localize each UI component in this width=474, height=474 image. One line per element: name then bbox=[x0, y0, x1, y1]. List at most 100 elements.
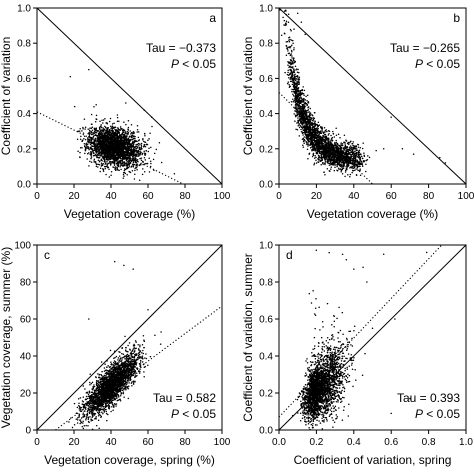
data-point bbox=[306, 120, 308, 123]
y-tick-label: 0.0 bbox=[17, 180, 31, 191]
data-point bbox=[104, 117, 106, 120]
data-point bbox=[122, 140, 125, 142]
data-point bbox=[123, 154, 126, 156]
data-point bbox=[296, 129, 299, 131]
data-point bbox=[301, 120, 303, 122]
data-point bbox=[117, 145, 120, 147]
data-point bbox=[345, 164, 348, 166]
data-point bbox=[314, 140, 316, 143]
data-point bbox=[151, 125, 153, 128]
data-point bbox=[125, 164, 128, 167]
data-point bbox=[104, 156, 106, 159]
data-point bbox=[118, 142, 120, 145]
data-point bbox=[79, 156, 81, 159]
data-point bbox=[122, 173, 125, 176]
data-point bbox=[348, 142, 351, 144]
data-point bbox=[129, 139, 132, 141]
data-point bbox=[294, 101, 296, 103]
data-point bbox=[127, 132, 130, 134]
data-point bbox=[116, 138, 119, 140]
data-point bbox=[293, 47, 295, 49]
data-point bbox=[297, 99, 300, 101]
y-tick-label: 0.2 bbox=[17, 144, 31, 155]
data-point bbox=[302, 140, 305, 142]
data-point bbox=[319, 135, 322, 137]
data-point bbox=[91, 148, 94, 150]
data-point bbox=[89, 148, 92, 150]
data-point bbox=[296, 104, 299, 106]
data-point bbox=[285, 24, 288, 26]
data-point bbox=[319, 136, 321, 139]
data-point bbox=[128, 136, 131, 138]
data-point bbox=[317, 145, 320, 148]
data-point bbox=[356, 155, 359, 158]
data-point bbox=[288, 83, 290, 86]
data-point bbox=[144, 152, 146, 155]
data-point bbox=[107, 156, 110, 159]
data-point bbox=[100, 162, 103, 165]
data-point bbox=[95, 134, 97, 136]
data-point bbox=[136, 124, 139, 127]
data-point bbox=[313, 120, 315, 122]
data-point bbox=[301, 92, 303, 94]
data-point bbox=[291, 51, 293, 53]
data-point bbox=[132, 138, 135, 140]
data-point bbox=[120, 127, 122, 130]
data-point bbox=[73, 105, 76, 108]
data-point bbox=[285, 20, 288, 22]
data-point bbox=[143, 150, 145, 153]
data-point bbox=[115, 156, 118, 158]
data-point bbox=[95, 129, 97, 131]
data-point bbox=[134, 169, 136, 172]
data-point bbox=[148, 147, 150, 150]
data-point bbox=[303, 119, 306, 122]
data-point bbox=[339, 168, 342, 170]
data-point bbox=[317, 121, 320, 123]
data-point bbox=[123, 131, 125, 134]
data-point bbox=[298, 107, 300, 110]
data-point bbox=[113, 146, 115, 148]
data-point bbox=[115, 159, 118, 161]
data-point bbox=[160, 161, 163, 164]
data-point bbox=[99, 141, 101, 143]
data-point bbox=[297, 125, 299, 127]
data-point bbox=[280, 34, 283, 36]
data-point bbox=[349, 145, 352, 147]
data-point bbox=[297, 108, 299, 110]
data-point bbox=[354, 150, 356, 153]
data-point bbox=[119, 156, 121, 159]
data-point bbox=[295, 103, 297, 105]
data-point bbox=[99, 135, 102, 137]
data-point bbox=[136, 154, 138, 157]
data-point bbox=[363, 155, 366, 157]
data-point bbox=[130, 154, 132, 157]
data-point bbox=[327, 151, 330, 153]
data-point bbox=[98, 163, 101, 166]
data-point bbox=[138, 164, 141, 167]
data-point bbox=[347, 153, 350, 155]
data-point bbox=[173, 173, 176, 175]
data-point bbox=[88, 165, 90, 167]
data-point bbox=[117, 147, 120, 149]
data-point bbox=[329, 170, 331, 173]
data-point bbox=[112, 136, 114, 139]
data-point bbox=[105, 126, 107, 129]
data-point bbox=[330, 162, 332, 164]
data-point bbox=[348, 146, 351, 148]
data-point bbox=[341, 160, 343, 162]
data-point bbox=[309, 136, 312, 139]
data-point bbox=[311, 148, 314, 150]
data-point bbox=[313, 147, 316, 149]
data-point bbox=[297, 83, 299, 86]
data-point bbox=[101, 151, 104, 154]
data-point bbox=[314, 125, 316, 127]
data-point bbox=[291, 74, 294, 76]
data-point bbox=[330, 166, 333, 168]
data-point bbox=[114, 126, 117, 128]
data-point bbox=[117, 155, 120, 158]
data-point bbox=[102, 157, 105, 160]
data-point bbox=[127, 139, 130, 142]
data-point bbox=[346, 149, 348, 152]
data-point bbox=[301, 128, 304, 130]
